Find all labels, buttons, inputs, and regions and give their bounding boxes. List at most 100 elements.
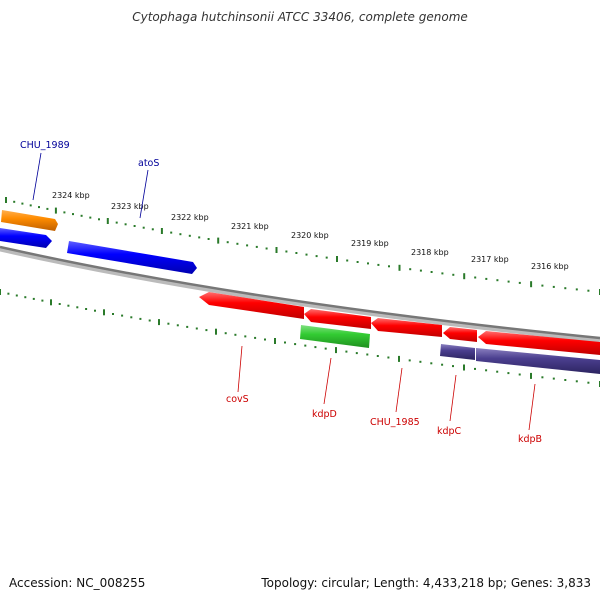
minor-tick <box>325 256 328 259</box>
minor-tick <box>485 277 488 280</box>
minor-tick <box>294 343 297 346</box>
major-tick <box>50 299 52 306</box>
major-tick <box>463 273 466 280</box>
gene-kdpd[interactable] <box>300 325 370 348</box>
minor-tick <box>94 309 96 312</box>
major-tick <box>398 264 401 271</box>
minor-tick <box>376 355 379 357</box>
minor-tick <box>315 255 318 258</box>
minor-tick <box>72 213 74 216</box>
leader-covs <box>237 345 243 393</box>
minor-tick <box>507 280 510 283</box>
minor-tick <box>284 341 286 344</box>
gene-label-chu1985[interactable]: CHU_1985 <box>370 417 420 428</box>
minor-tick <box>67 304 70 307</box>
major-tick <box>530 281 533 288</box>
minor-tick <box>345 350 348 353</box>
major-tick <box>530 372 532 379</box>
minor-tick <box>474 276 477 279</box>
leader-chu1989 <box>32 152 42 201</box>
minor-tick <box>496 279 499 282</box>
minor-tick <box>575 288 578 291</box>
minor-tick <box>305 253 308 256</box>
minor-tick <box>441 272 444 275</box>
gene-kdpb[interactable] <box>478 331 600 355</box>
minor-tick <box>32 297 35 300</box>
minor-tick <box>265 247 268 250</box>
minor-tick <box>388 265 390 268</box>
kbp-label: 2317 kbp <box>471 255 509 264</box>
minor-tick <box>518 281 521 284</box>
minor-tick <box>121 314 124 317</box>
gene-atos[interactable] <box>67 241 197 274</box>
leader-chu1985 <box>395 367 403 413</box>
kbp-label: 2316 kbp <box>531 262 569 271</box>
gene-label-chu1989[interactable]: CHU_1989 <box>20 140 70 151</box>
minor-tick <box>63 211 66 214</box>
gene-label-covs[interactable]: covS <box>226 394 249 405</box>
minor-tick <box>485 369 488 372</box>
gene-purple-1[interactable] <box>440 344 475 360</box>
minor-tick <box>575 380 578 383</box>
gene-label-kdpd[interactable]: kdpD <box>312 409 337 420</box>
major-tick <box>274 338 276 344</box>
minor-tick <box>151 228 154 231</box>
kbp-label: 2318 kbp <box>411 248 449 257</box>
minor-tick <box>408 359 411 362</box>
major-tick <box>335 347 337 354</box>
minor-tick <box>170 231 173 234</box>
minor-tick <box>89 216 92 219</box>
gene-covs[interactable] <box>199 292 304 319</box>
major-tick <box>215 328 217 335</box>
minor-tick <box>452 273 455 276</box>
minor-tick <box>139 317 142 320</box>
major-tick <box>0 289 1 295</box>
minor-tick <box>430 362 433 365</box>
minor-tick <box>541 284 544 287</box>
minor-tick <box>430 271 433 273</box>
minor-tick <box>207 238 210 240</box>
minor-tick <box>21 202 24 205</box>
minor-tick <box>518 373 521 376</box>
minor-tick <box>15 294 18 297</box>
gene-red-2[interactable] <box>304 309 371 329</box>
gene-chu1985[interactable] <box>371 318 442 337</box>
gene-label-kdpc[interactable]: kdpC <box>437 426 462 437</box>
gene-kdpc[interactable] <box>443 327 477 342</box>
leader-kdpb <box>528 383 536 431</box>
scale-ticks-lower <box>0 289 600 387</box>
minor-tick <box>179 233 182 236</box>
minor-tick <box>255 245 258 248</box>
minor-tick <box>98 218 100 221</box>
kbp-label: 2320 kbp <box>291 231 329 240</box>
minor-tick <box>367 262 369 265</box>
minor-tick <box>76 306 79 309</box>
minor-tick <box>133 225 136 227</box>
leader-kdpc <box>449 374 457 422</box>
gene-label-atos[interactable]: atoS <box>138 158 159 169</box>
gene-purple-2[interactable] <box>476 348 600 374</box>
minor-tick <box>474 367 476 370</box>
leader-kdpd <box>323 357 332 405</box>
minor-tick <box>226 241 229 244</box>
minor-tick <box>452 365 454 368</box>
minor-tick <box>13 200 16 203</box>
major-tick <box>217 237 220 244</box>
minor-tick <box>58 303 61 305</box>
gene-chu1989[interactable] <box>1 210 58 231</box>
minor-tick <box>264 338 266 341</box>
minor-tick <box>148 319 151 322</box>
minor-tick <box>304 344 307 347</box>
minor-tick <box>167 322 170 325</box>
major-tick <box>398 355 400 362</box>
genome-title: Cytophaga hutchinsonii ATCC 33406, compl… <box>132 10 468 24</box>
minor-tick <box>387 356 390 359</box>
minor-tick <box>234 333 237 336</box>
minor-tick <box>285 250 288 253</box>
minor-tick <box>80 214 83 217</box>
minor-tick <box>366 353 369 356</box>
gene-blue-left[interactable] <box>0 228 52 248</box>
gene-label-kdpb[interactable]: kdpB <box>518 434 542 445</box>
leader-atos <box>139 169 149 219</box>
accession-text: Accession: NC_008255 <box>9 576 146 590</box>
